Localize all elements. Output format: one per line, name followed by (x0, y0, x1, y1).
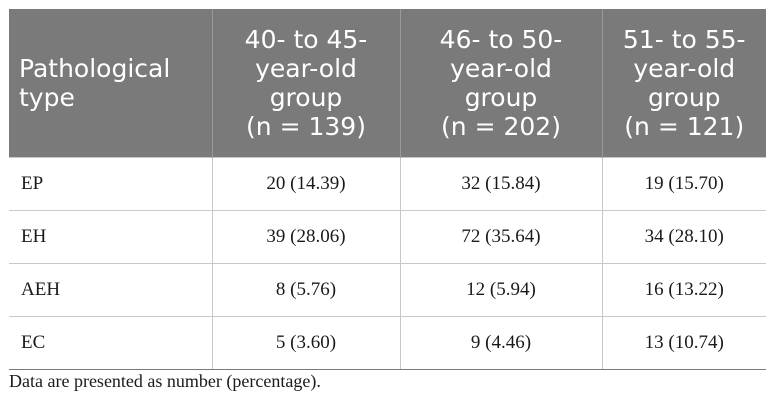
header-line: 40- to 45- (244, 25, 368, 54)
header-row: Pathological type 40- to 45- year-old gr… (9, 9, 766, 158)
pathological-type-table: Pathological type 40- to 45- year-old gr… (9, 9, 766, 370)
table-row: EH 39 (28.06) 72 (35.64) 34 (28.10) (9, 210, 766, 264)
header-line: (n = 202) (441, 112, 561, 141)
table-cell: 39 (28.06) (212, 210, 401, 264)
header-line: group (647, 83, 721, 112)
table-cell: 16 (13.22) (602, 263, 766, 317)
header-line: 46- to 50- (439, 25, 563, 54)
row-type-cell: EP (9, 157, 213, 211)
table-row: EP 20 (14.39) 32 (15.84) 19 (15.70) (9, 157, 766, 211)
table-cell: 32 (15.84) (400, 157, 603, 211)
table-cell: 34 (28.10) (602, 210, 766, 264)
table-row: AEH 8 (5.76) 12 (5.94) 16 (13.22) (9, 263, 766, 317)
row-type-cell: AEH (9, 263, 213, 317)
header-line: year-old (633, 54, 736, 83)
header-line: group (464, 83, 538, 112)
header-line: year-old (255, 54, 357, 83)
table-body: EP 20 (14.39) 32 (15.84) 19 (15.70) EH 3… (9, 157, 766, 370)
table-header: Pathological type 40- to 45- year-old gr… (9, 9, 766, 158)
header-group-46-50: 46- to 50- year-old group (n = 202) (400, 9, 603, 158)
table-cell: 13 (10.74) (602, 316, 766, 370)
row-type-cell: EC (9, 316, 213, 370)
table-footnote: Data are presented as number (percentage… (9, 371, 321, 391)
data-table-container: Pathological type 40- to 45- year-old gr… (9, 9, 766, 370)
table-cell: 72 (35.64) (400, 210, 603, 264)
header-line: 51- to 55- (622, 25, 746, 54)
header-line: group (269, 83, 343, 112)
header-group-40-45: 40- to 45- year-old group (n = 139) (212, 9, 401, 158)
table-cell: 9 (4.46) (400, 316, 603, 370)
table-cell: 5 (3.60) (212, 316, 401, 370)
header-line: Pathological (19, 54, 171, 83)
table-cell: 20 (14.39) (212, 157, 401, 211)
table-row: EC 5 (3.60) 9 (4.46) 13 (10.74) (9, 316, 766, 370)
header-line: (n = 139) (246, 112, 366, 141)
header-group-51-55: 51- to 55- year-old group (n = 121) (602, 9, 766, 158)
header-line: type (19, 83, 75, 112)
header-pathological-type: Pathological type (9, 9, 213, 158)
table-cell: 8 (5.76) (212, 263, 401, 317)
row-type-cell: EH (9, 210, 213, 264)
header-line: year-old (450, 54, 552, 83)
header-line: (n = 121) (624, 112, 745, 141)
table-cell: 12 (5.94) (400, 263, 603, 317)
table-cell: 19 (15.70) (602, 157, 766, 211)
